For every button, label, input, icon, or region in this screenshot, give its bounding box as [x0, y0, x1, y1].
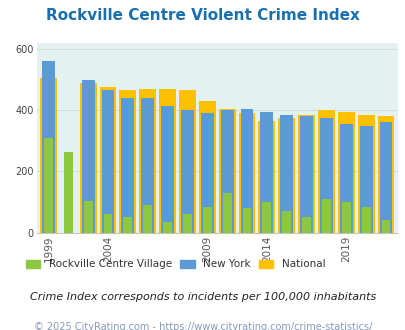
Bar [301, 217, 310, 233]
Bar [40, 78, 57, 233]
Bar [123, 217, 132, 233]
Bar [379, 122, 392, 233]
Bar [218, 109, 235, 233]
Legend: Rockville Centre Village, New York, National: Rockville Centre Village, New York, Nati… [21, 255, 329, 274]
Bar [99, 87, 116, 233]
Bar [220, 110, 233, 233]
Bar [260, 112, 273, 233]
Bar [143, 205, 152, 233]
Bar [319, 118, 332, 233]
Bar [83, 201, 92, 233]
Bar [183, 214, 192, 233]
Bar [202, 207, 211, 233]
Bar [381, 220, 390, 233]
Bar [161, 106, 174, 233]
Bar [377, 116, 393, 233]
Bar [297, 115, 314, 233]
Bar [222, 193, 231, 233]
Bar [277, 118, 294, 233]
Bar [103, 214, 112, 233]
Bar [258, 121, 275, 233]
Bar [42, 61, 55, 233]
Bar [81, 80, 94, 233]
Bar [262, 202, 271, 233]
Bar [64, 151, 72, 233]
Bar [179, 90, 195, 233]
Bar [79, 83, 96, 233]
Bar [200, 113, 213, 233]
Bar [121, 98, 134, 233]
Bar [281, 211, 290, 233]
Bar [321, 199, 330, 233]
Bar [339, 124, 352, 233]
Text: Rockville Centre Violent Crime Index: Rockville Centre Violent Crime Index [46, 8, 359, 23]
Bar [44, 138, 53, 233]
Text: © 2025 CityRating.com - https://www.cityrating.com/crime-statistics/: © 2025 CityRating.com - https://www.city… [34, 322, 371, 330]
Bar [357, 115, 374, 233]
Bar [359, 125, 372, 233]
Bar [141, 98, 154, 233]
Bar [238, 113, 255, 233]
Bar [101, 90, 114, 233]
Bar [240, 109, 253, 233]
Bar [317, 110, 334, 233]
Bar [242, 208, 251, 233]
Bar [181, 110, 194, 233]
Bar [341, 202, 350, 233]
Bar [337, 112, 354, 233]
Bar [159, 89, 176, 233]
Text: Crime Index corresponds to incidents per 100,000 inhabitants: Crime Index corresponds to incidents per… [30, 292, 375, 302]
Bar [299, 116, 312, 233]
Bar [139, 89, 156, 233]
Bar [119, 90, 136, 233]
Bar [279, 115, 292, 233]
Bar [198, 101, 215, 233]
Bar [361, 207, 370, 233]
Bar [163, 222, 172, 233]
